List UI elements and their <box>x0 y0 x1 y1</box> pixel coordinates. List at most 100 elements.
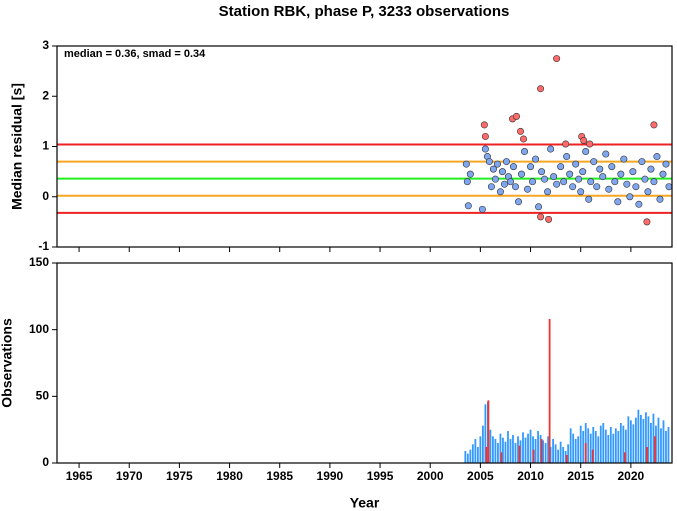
bar <box>624 429 627 463</box>
bar <box>509 439 512 463</box>
bar <box>594 431 597 463</box>
bar <box>609 427 612 463</box>
bar <box>548 319 551 463</box>
chart-title: Station RBK, phase P, 3233 observations <box>219 3 510 20</box>
y-axis-label: Observations <box>0 318 15 408</box>
x-tick-label: 1995 <box>367 469 394 483</box>
bar <box>582 431 585 463</box>
bar <box>623 452 626 463</box>
point <box>623 180 631 188</box>
bar <box>567 444 570 463</box>
point <box>587 178 595 186</box>
point <box>535 203 543 211</box>
bar <box>662 420 665 463</box>
bar <box>518 445 521 463</box>
bar <box>602 423 605 463</box>
y-tick-label: 3 <box>42 38 49 52</box>
point <box>563 153 571 161</box>
point <box>590 158 598 166</box>
bar <box>650 423 652 463</box>
bar <box>629 420 632 463</box>
point <box>632 183 640 191</box>
x-tick-label: 1980 <box>216 469 243 483</box>
point <box>478 205 486 213</box>
bar <box>657 417 660 463</box>
bar <box>665 431 667 463</box>
bar <box>655 425 657 463</box>
point <box>641 175 649 183</box>
bar <box>652 413 655 463</box>
bar <box>604 429 607 463</box>
bar <box>584 443 587 463</box>
y-tick-label: 1 <box>42 139 49 153</box>
point <box>575 175 583 183</box>
bar <box>562 447 565 463</box>
y-tick-label: 100 <box>29 322 49 336</box>
bar <box>557 449 560 463</box>
bar <box>492 436 494 463</box>
y-tick-label: 2 <box>42 88 49 102</box>
plot-frame <box>56 262 673 464</box>
point <box>605 185 613 193</box>
bar <box>539 435 542 463</box>
point <box>481 132 489 140</box>
bar <box>597 436 600 463</box>
point <box>599 173 607 181</box>
bar <box>512 435 514 463</box>
bar <box>464 451 467 463</box>
point <box>577 188 585 196</box>
point <box>538 168 546 176</box>
bar <box>514 443 517 463</box>
point <box>537 213 545 221</box>
bar <box>485 447 488 463</box>
bar <box>589 433 592 463</box>
x-tick-label: 2000 <box>417 469 444 483</box>
bar <box>614 428 617 463</box>
bar <box>591 449 594 463</box>
plot-frame <box>56 45 673 248</box>
bar <box>487 400 490 463</box>
bar <box>632 424 635 463</box>
point <box>462 160 470 168</box>
x-tick-label: 1975 <box>166 469 193 483</box>
point <box>529 178 537 186</box>
bar <box>499 433 502 463</box>
x-tick-label: 1970 <box>116 469 143 483</box>
point <box>524 185 532 193</box>
point <box>580 136 588 144</box>
point <box>521 148 529 156</box>
bar <box>619 423 622 463</box>
x-tick-label: 2015 <box>567 469 594 483</box>
bar <box>559 441 562 463</box>
bar <box>607 435 610 463</box>
point <box>481 145 489 153</box>
point <box>512 112 520 120</box>
bar <box>484 404 487 463</box>
bar <box>617 431 620 463</box>
point <box>611 178 619 186</box>
point <box>553 55 561 63</box>
point <box>572 160 580 168</box>
point <box>547 145 555 153</box>
point <box>553 180 561 188</box>
point <box>557 163 565 171</box>
bar <box>660 428 662 463</box>
bar <box>547 436 549 463</box>
bar <box>599 425 602 463</box>
bar <box>574 439 577 463</box>
y-axis-label: Median residual [s] <box>9 83 25 210</box>
bar <box>645 412 647 463</box>
bar <box>497 443 499 463</box>
point <box>500 180 508 188</box>
point <box>487 183 495 191</box>
bar <box>667 427 670 463</box>
bar <box>524 437 527 463</box>
point <box>620 155 628 163</box>
bar <box>489 429 492 463</box>
point <box>550 173 558 181</box>
bar <box>476 447 479 463</box>
point <box>506 178 514 186</box>
bar <box>637 409 640 463</box>
point <box>511 183 519 191</box>
point <box>647 165 655 173</box>
